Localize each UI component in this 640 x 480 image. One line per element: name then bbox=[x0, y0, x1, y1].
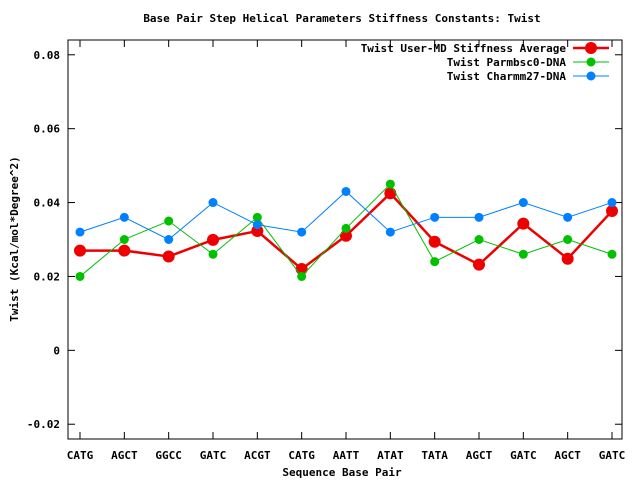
data-point bbox=[606, 205, 618, 218]
data-point bbox=[474, 235, 484, 244]
data-point bbox=[341, 223, 351, 233]
data-point bbox=[430, 212, 440, 222]
data-point bbox=[74, 244, 86, 257]
x-tick-label: TATA bbox=[421, 449, 448, 462]
data-point bbox=[607, 249, 617, 259]
x-tick-label: GATC bbox=[200, 449, 227, 462]
data-point bbox=[385, 179, 395, 189]
legend-entry-marker bbox=[586, 57, 596, 67]
x-tick-label: AGCT bbox=[111, 449, 138, 462]
data-point bbox=[385, 227, 395, 237]
data-point bbox=[340, 229, 352, 242]
data-point bbox=[474, 212, 484, 222]
y-tick-label: 0 bbox=[53, 344, 60, 357]
data-point bbox=[119, 235, 129, 244]
data-point bbox=[162, 250, 175, 263]
data-point bbox=[297, 227, 307, 237]
y-tick-label: 0.08 bbox=[34, 49, 61, 62]
data-point bbox=[607, 198, 617, 208]
data-point bbox=[75, 271, 85, 281]
data-point bbox=[518, 198, 528, 208]
y-tick-label: 0.02 bbox=[34, 270, 61, 283]
data-point bbox=[164, 216, 174, 226]
x-tick-label: ATAT bbox=[377, 449, 404, 462]
data-point bbox=[164, 235, 174, 244]
legend-entry-label: Twist Charmm27-DNA bbox=[447, 70, 567, 83]
legend-entry-marker bbox=[585, 42, 597, 54]
data-point bbox=[252, 220, 262, 230]
x-tick-label: CATG bbox=[288, 449, 315, 462]
data-point bbox=[430, 257, 440, 267]
axis-ticks: -0.02 0 0.02 0.04 0.06 0.08 CATG AGCT GGCC GATC AC… bbox=[27, 40, 625, 462]
data-point bbox=[473, 258, 485, 271]
data-point bbox=[119, 212, 129, 222]
x-tick-label: GATC bbox=[510, 449, 537, 462]
x-tick-label: ACGT bbox=[244, 449, 271, 462]
data-point bbox=[518, 249, 528, 259]
data-point bbox=[561, 252, 574, 265]
data-point bbox=[297, 271, 307, 281]
legend-entry-marker bbox=[586, 71, 596, 81]
y-tick-label: 0.06 bbox=[34, 123, 61, 136]
y-tick-label: 0.04 bbox=[34, 197, 61, 210]
series-2 bbox=[75, 179, 617, 281]
data-point bbox=[517, 217, 530, 230]
data-point bbox=[563, 212, 573, 222]
legend-entry-label: Twist Parmbsc0-DNA bbox=[447, 56, 567, 69]
series-3 bbox=[75, 186, 617, 244]
data-point bbox=[207, 233, 219, 246]
y-tick-label: -0.02 bbox=[27, 418, 60, 431]
x-tick-label: GATC bbox=[599, 449, 626, 462]
series-1 bbox=[74, 187, 618, 276]
data-point bbox=[341, 186, 351, 196]
x-tick-label: AGCT bbox=[554, 449, 581, 462]
data-point bbox=[252, 212, 262, 222]
data-point bbox=[428, 235, 441, 248]
y-axis-label: Twist (Kcal/mol*Degree^2) bbox=[8, 156, 21, 322]
x-tick-label: AATT bbox=[333, 449, 360, 462]
x-axis-label: Sequence Base Pair bbox=[282, 466, 402, 479]
legend-entry-label: Twist User-MD Stiffness Average bbox=[361, 42, 567, 55]
data-point bbox=[208, 249, 218, 259]
x-tick-label: AGCT bbox=[466, 449, 493, 462]
data-point bbox=[75, 227, 85, 237]
data-point bbox=[384, 187, 397, 200]
x-tick-label: GGCC bbox=[155, 449, 182, 462]
data-point bbox=[118, 244, 131, 257]
data-point bbox=[563, 235, 573, 244]
data-point bbox=[208, 198, 218, 208]
x-tick-label: CATG bbox=[67, 449, 94, 462]
plot-area-frame bbox=[67, 39, 623, 440]
chart-title: Base Pair Step Helical Parameters Stiffn… bbox=[143, 12, 540, 25]
series-lines bbox=[74, 179, 618, 281]
